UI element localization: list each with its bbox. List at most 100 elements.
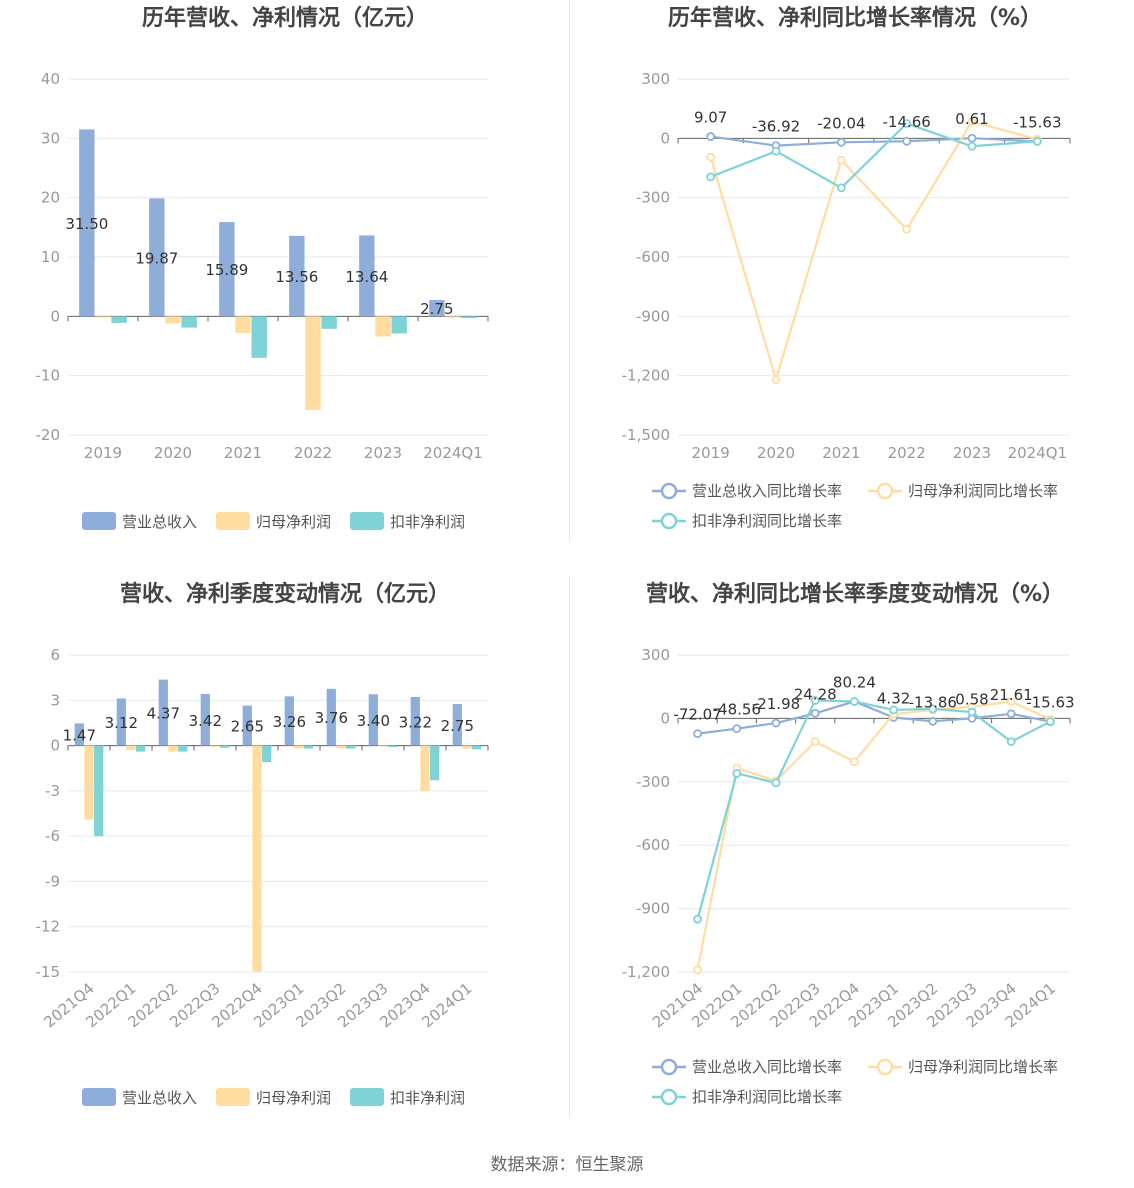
line-point — [902, 119, 912, 128]
bar-net-profit — [126, 745, 136, 751]
bar-revenue — [368, 694, 378, 746]
line-data-label: 9.07 — [694, 109, 727, 127]
y-tick-label: -600 — [636, 836, 670, 854]
line-data-label: -13.86 — [909, 693, 957, 711]
bar-data-label: 31.50 — [65, 215, 108, 233]
bar-net-profit — [168, 745, 178, 752]
bar-deducted-profit — [94, 745, 104, 837]
line-point — [771, 146, 781, 156]
bar-deducted-profit — [346, 745, 356, 749]
legend-label: 归母净利润 — [256, 513, 331, 531]
source-note: 数据来源：恒生聚源 — [490, 1155, 644, 1175]
bar-data-label: 4.37 — [147, 705, 180, 723]
bar-deducted-profit — [262, 745, 272, 763]
bar-revenue — [289, 235, 305, 317]
line-point — [810, 737, 820, 747]
bar-deducted-profit — [430, 745, 440, 781]
x-tick-label: 2019 — [84, 444, 122, 462]
y-tick-label: 0 — [660, 129, 670, 147]
bar-net-profit — [84, 745, 94, 820]
y-tick-label: 3 — [50, 691, 60, 709]
x-tick-label: 2023 — [953, 444, 991, 462]
line-point — [849, 697, 859, 706]
line-point — [967, 133, 977, 143]
line-point — [967, 141, 977, 151]
line-point — [967, 707, 977, 717]
legend-swatch — [350, 1088, 384, 1106]
bar-net-profit — [252, 745, 262, 972]
bar-deducted-profit — [178, 745, 188, 752]
legend-label: 扣非净利润同比增长率 — [692, 512, 842, 530]
line-point — [928, 704, 938, 714]
y-tick-label: -20 — [36, 426, 61, 444]
bar-net-profit — [305, 316, 321, 411]
bar-deducted-profit — [391, 316, 407, 334]
chart-4: 营收、净利同比增长率季度变动情况（%） 300 0 -300 -600 -900 -1,20… — [622, 581, 1075, 1106]
y-tick-label: 6 — [50, 646, 60, 664]
bar-deducted-profit — [251, 316, 267, 358]
line-point — [810, 708, 820, 718]
line-series-2 — [709, 120, 1038, 384]
bar-net-profit — [294, 745, 304, 749]
legend-swatch — [216, 1088, 250, 1106]
line-point — [732, 768, 742, 778]
y-tick-label: 0 — [50, 737, 60, 755]
x-tick-label: 2019 — [692, 444, 730, 462]
y-tick-label: 300 — [641, 646, 670, 664]
line-point — [771, 375, 781, 385]
bar-net-profit — [235, 316, 251, 333]
line-point — [693, 729, 702, 739]
y-tick-label: -900 — [636, 900, 670, 918]
chart-3: 营收、净利季度变动情况（亿元）630-3-6-9-12-152021Q42022… — [36, 581, 489, 1107]
bar-net-profit — [165, 316, 181, 324]
bar-deducted-profit — [111, 316, 127, 323]
bar-net-profit — [378, 745, 388, 747]
bar-net-profit — [420, 745, 430, 791]
y-tick-label: -10 — [36, 367, 61, 385]
line-point — [836, 183, 846, 193]
bar-deducted-profit — [321, 316, 337, 329]
bar-data-label: 3.40 — [357, 712, 390, 730]
bar-revenue — [284, 696, 294, 746]
y-tick-label: -1,200 — [622, 367, 670, 385]
bar-net-profit — [336, 745, 346, 749]
vertical-divider-top — [569, 0, 570, 542]
y-tick-label: -300 — [636, 189, 670, 207]
line-point — [1006, 697, 1016, 706]
vertical-divider-bottom — [569, 575, 570, 1117]
y-tick-label: -1,200 — [622, 963, 670, 981]
line-point — [889, 705, 899, 715]
y-tick-label: -900 — [636, 307, 670, 325]
line-series-1 — [697, 700, 1051, 735]
bar-deducted-profit — [472, 745, 482, 750]
legend-label: 归母净利润同比增长率 — [908, 482, 1058, 500]
x-tick-label: 2020 — [757, 444, 795, 462]
bar-net-profit — [210, 745, 220, 748]
legend-marker — [660, 482, 678, 500]
chart-title: 历年营收、净利同比增长率情况（%） — [668, 5, 1042, 31]
y-tick-label: 20 — [41, 189, 60, 207]
line-point — [1045, 717, 1055, 726]
bar-revenue — [158, 679, 168, 746]
bar-revenue — [359, 235, 375, 317]
bar-revenue — [74, 723, 84, 746]
line-series-3 — [710, 122, 1038, 190]
line-data-label: -14.66 — [882, 113, 930, 131]
bar-net-profit — [95, 316, 111, 318]
legend-label: 营业总收入同比增长率 — [692, 1058, 842, 1076]
legend-label: 扣非净利润 — [390, 513, 465, 531]
chart-1: 历年营收、净利情况（亿元） 40 30 20 10 0 -10 -20 2019 2020 2021… — [36, 5, 489, 531]
line-data-label: 21.61 — [990, 686, 1033, 704]
line-data-label: -48.56 — [713, 701, 761, 719]
bar-deducted-profit — [136, 745, 146, 752]
legend-label: 营业总收入 — [122, 513, 197, 531]
bar-deducted-profit — [181, 316, 197, 328]
bar-revenue — [79, 129, 95, 317]
bar-deducted-profit — [388, 745, 398, 748]
x-tick-label: 2021 — [224, 444, 262, 462]
y-tick-label: -300 — [636, 773, 670, 791]
line-series-3 — [696, 699, 1051, 920]
legend-marker — [660, 1088, 678, 1106]
y-tick-label: 40 — [41, 70, 60, 88]
y-tick-label: 10 — [41, 248, 60, 266]
